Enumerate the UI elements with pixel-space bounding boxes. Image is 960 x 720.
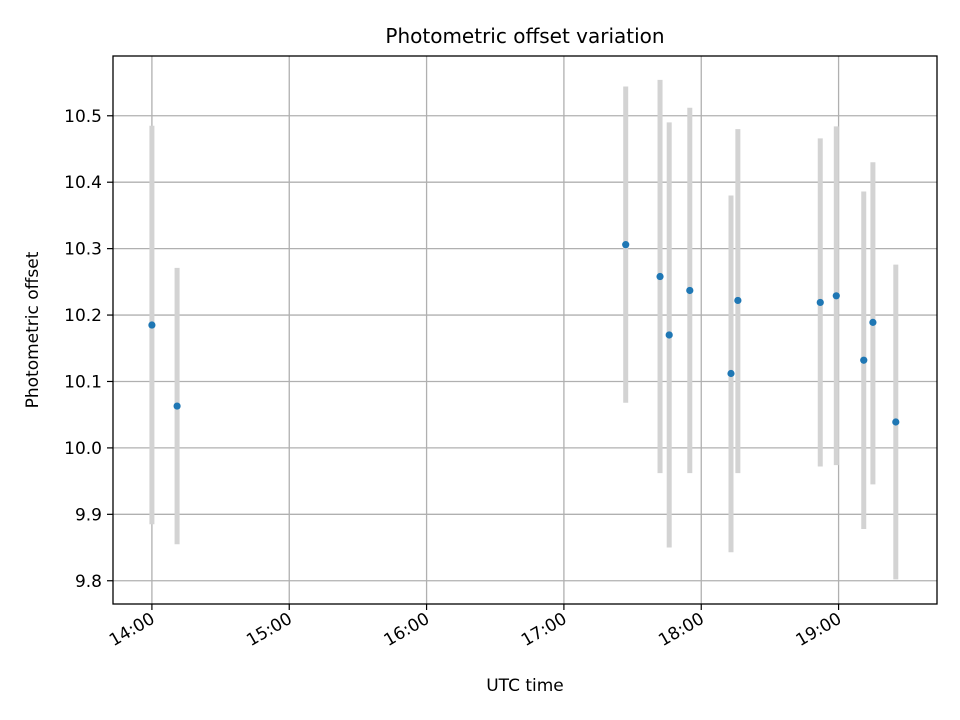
data-point xyxy=(734,296,742,305)
grid xyxy=(113,56,937,604)
y-tick-label: 10.3 xyxy=(64,240,102,260)
data-point xyxy=(816,298,824,307)
y-tick-label: 10.2 xyxy=(64,306,102,326)
data-point xyxy=(727,369,735,378)
data-points xyxy=(148,241,900,426)
data-point xyxy=(860,356,868,364)
y-axis-title: Photometric offset xyxy=(23,251,43,408)
chart-title: Photometric offset variation xyxy=(385,24,664,48)
y-tick-label: 10.4 xyxy=(64,173,102,193)
y-tick-label: 10.5 xyxy=(64,107,102,127)
data-point xyxy=(148,321,156,329)
y-axis: 9.8 9.9 10.0 10.1 10.2 10.3 10.4 10.5 xyxy=(64,107,113,592)
y-tick-label: 10.0 xyxy=(64,439,102,459)
data-point xyxy=(832,292,840,300)
data-point xyxy=(686,286,694,295)
data-point xyxy=(173,402,181,410)
y-tick-label: 10.1 xyxy=(64,372,102,392)
x-axis-title: UTC time xyxy=(486,676,564,696)
data-point xyxy=(892,418,900,426)
y-tick-label: 9.8 xyxy=(75,572,102,592)
y-tick-label: 9.9 xyxy=(75,505,102,525)
data-point xyxy=(869,318,877,326)
plot-frame xyxy=(112,55,938,605)
data-point xyxy=(622,241,630,249)
data-point xyxy=(656,272,664,281)
data-point xyxy=(665,331,673,339)
